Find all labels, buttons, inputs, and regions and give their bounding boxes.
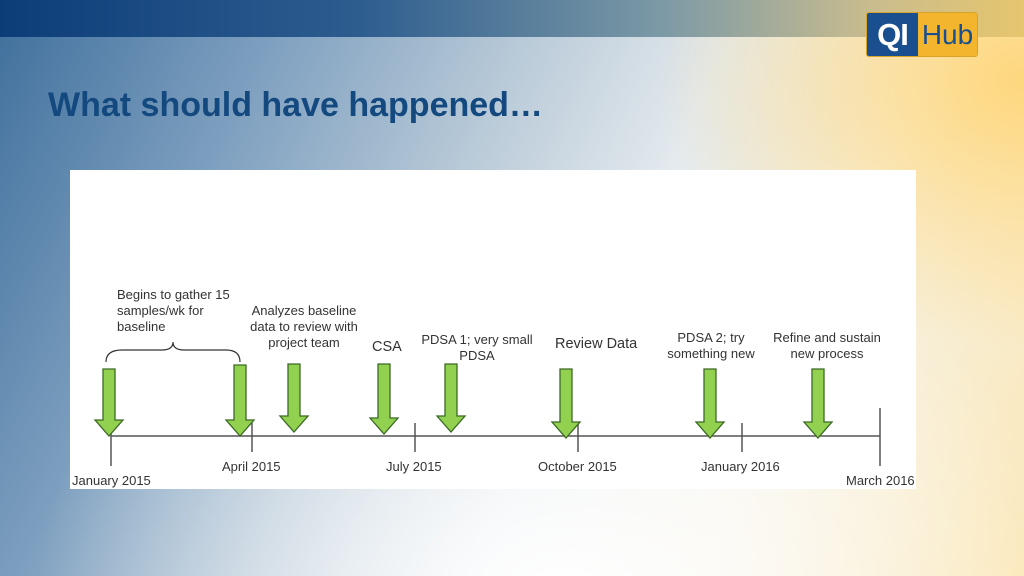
arrow-analyzes (278, 363, 310, 433)
arrow-pdsa2 (694, 368, 726, 439)
qihub-logo: QI Hub (866, 12, 978, 57)
event-label-analyzes: Analyzes baseline data to review with pr… (250, 303, 358, 350)
timeline-graphic (93, 341, 881, 466)
event-label-review-data: Review Data (555, 336, 638, 352)
tick-label-jan-2015: January 2015 (72, 473, 151, 488)
event-label-csa: CSA (372, 339, 402, 355)
arrow-baseline-start (93, 368, 125, 437)
tick-label-jan-2016: January 2016 (701, 459, 780, 474)
event-label-baseline: Begins to gather 15 samples/wk for basel… (117, 287, 230, 334)
arrow-review-data (550, 368, 582, 439)
tick-label-mar-2016: March 2016 (846, 473, 915, 488)
slide-title: What should have happened… (48, 86, 543, 124)
tick-label-apr-2015: April 2015 (222, 459, 281, 474)
logo-hub-text: Hub (918, 13, 977, 56)
logo-qi-text: QI (867, 13, 918, 56)
arrow-refine (802, 368, 834, 439)
tick-label-jul-2015: July 2015 (386, 459, 442, 474)
arrow-baseline-end (224, 364, 256, 437)
tick-label-oct-2015: October 2015 (538, 459, 617, 474)
arrow-csa (368, 363, 400, 435)
top-banner (0, 0, 1024, 37)
timeline-diagram: Begins to gather 15 samples/wk for basel… (70, 170, 916, 489)
event-label-pdsa2: PDSA 2; try something new (667, 330, 755, 361)
event-label-pdsa1: PDSA 1; very small PDSA (421, 332, 533, 363)
arrow-pdsa1 (435, 363, 467, 433)
event-label-refine: Refine and sustain new process (773, 330, 881, 361)
baseline-brace (105, 341, 241, 363)
